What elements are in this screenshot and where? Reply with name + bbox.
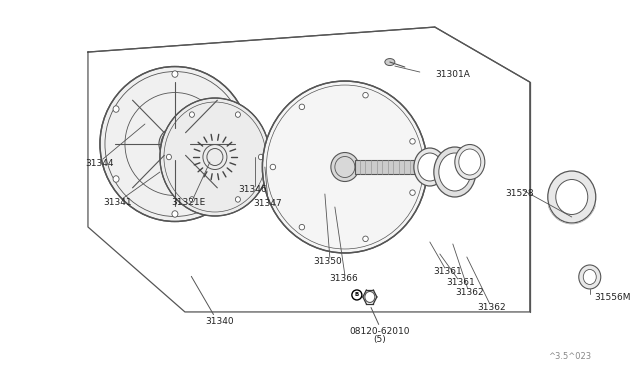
Text: 31362: 31362 [456, 288, 484, 298]
Ellipse shape [231, 106, 237, 112]
Ellipse shape [459, 149, 481, 175]
Text: 08120-62010: 08120-62010 [349, 327, 410, 336]
Ellipse shape [455, 144, 485, 180]
Ellipse shape [418, 153, 442, 181]
Text: 31321E: 31321E [171, 199, 205, 208]
Text: 31366: 31366 [330, 275, 358, 283]
Ellipse shape [579, 265, 601, 289]
Ellipse shape [100, 67, 250, 221]
Ellipse shape [231, 176, 237, 182]
Ellipse shape [548, 171, 596, 223]
Ellipse shape [583, 269, 596, 285]
Text: 31361: 31361 [433, 267, 462, 276]
Ellipse shape [236, 112, 241, 117]
Ellipse shape [556, 180, 588, 215]
Text: 31528: 31528 [506, 189, 534, 199]
Ellipse shape [172, 211, 178, 217]
Ellipse shape [434, 147, 476, 197]
Ellipse shape [262, 81, 428, 253]
Ellipse shape [113, 106, 119, 112]
Text: 31362: 31362 [477, 304, 506, 312]
Ellipse shape [299, 104, 305, 110]
Text: (5): (5) [374, 336, 386, 344]
Ellipse shape [363, 92, 368, 98]
Ellipse shape [166, 154, 172, 160]
Ellipse shape [189, 197, 195, 202]
Ellipse shape [113, 176, 119, 182]
Ellipse shape [439, 153, 471, 191]
Ellipse shape [189, 112, 195, 117]
Ellipse shape [299, 224, 305, 230]
Text: ^3.5^023: ^3.5^023 [548, 352, 591, 362]
Bar [355, 160, 415, 174]
Text: 31556M: 31556M [595, 294, 631, 302]
Ellipse shape [172, 71, 178, 77]
Text: 31346: 31346 [239, 186, 268, 195]
Ellipse shape [270, 164, 276, 170]
Ellipse shape [363, 236, 368, 241]
Ellipse shape [410, 139, 415, 144]
Text: 31340: 31340 [205, 317, 234, 327]
Ellipse shape [236, 197, 241, 202]
Ellipse shape [331, 153, 359, 182]
Text: 31361: 31361 [447, 279, 475, 288]
Ellipse shape [159, 128, 191, 160]
Text: 31344: 31344 [86, 158, 114, 167]
Ellipse shape [410, 190, 415, 195]
Text: B: B [355, 292, 359, 298]
Ellipse shape [385, 58, 395, 65]
Text: 31350: 31350 [314, 257, 342, 266]
Ellipse shape [414, 148, 446, 186]
Ellipse shape [259, 154, 264, 160]
Text: 31301A: 31301A [435, 70, 470, 78]
Text: 31347: 31347 [253, 199, 282, 208]
Ellipse shape [160, 98, 270, 216]
Text: 31341: 31341 [104, 199, 132, 208]
